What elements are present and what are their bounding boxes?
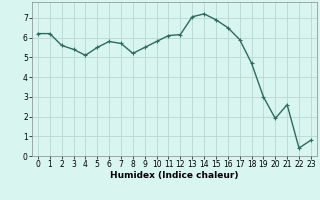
X-axis label: Humidex (Indice chaleur): Humidex (Indice chaleur) xyxy=(110,171,239,180)
